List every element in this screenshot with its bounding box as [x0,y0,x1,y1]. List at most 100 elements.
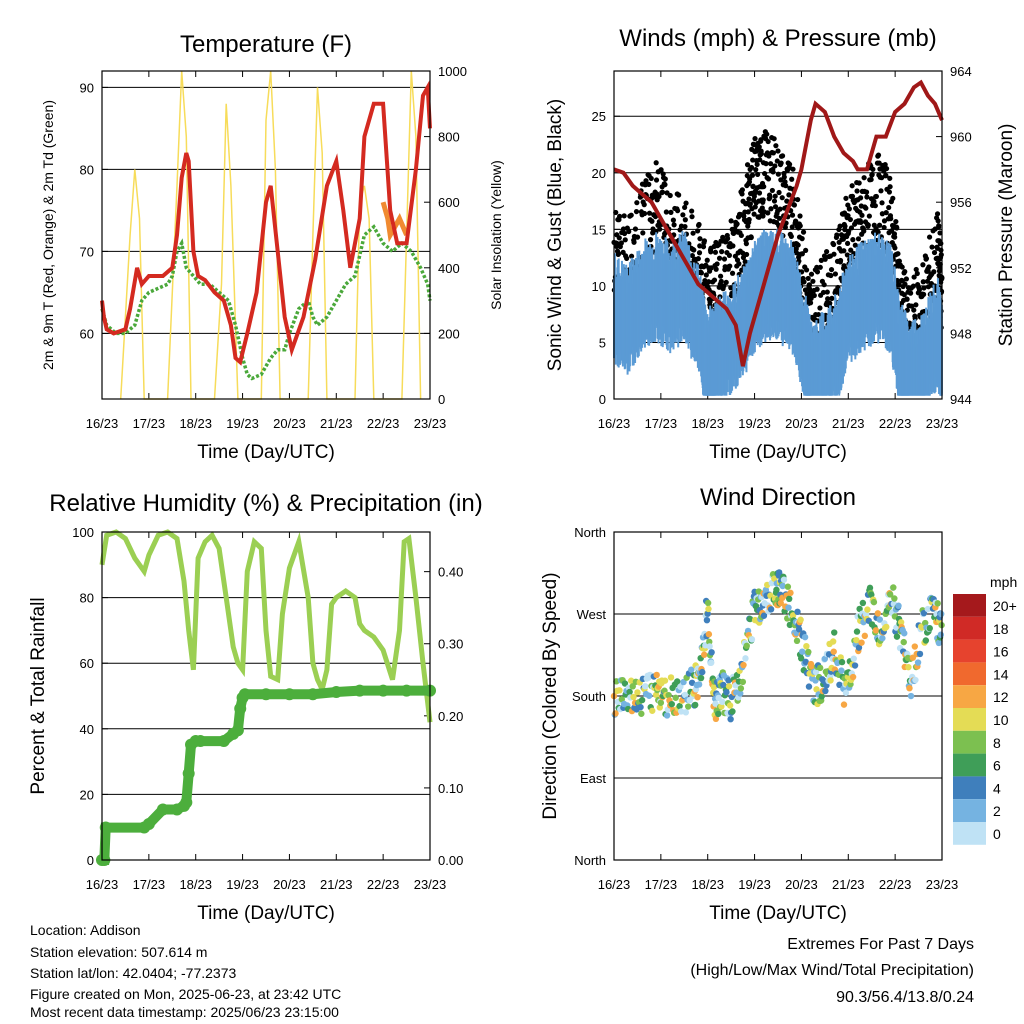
gust-point [626,228,632,235]
gust-point [881,224,887,231]
gust-point [899,264,905,270]
rh-line [99,529,433,723]
gust-point [934,211,941,217]
gust-point [797,223,803,229]
gust-point [671,222,677,228]
footer-elevation: Station elevation: 507.614 m [30,944,208,960]
winds-xtick-label: 23/23 [926,416,959,431]
direction-point [688,666,695,673]
gust-point [882,162,888,168]
direction-point [785,595,793,603]
precip-point [156,803,169,816]
gust-point [829,295,835,301]
gust-point [789,176,795,182]
temperature-ytick-right-label: 1000 [438,64,467,79]
direction-point [876,616,883,623]
precip-point [142,817,155,830]
gust-point [720,234,726,240]
gust-point [938,252,944,258]
gust-point [846,206,852,212]
gust-point [628,212,634,218]
gust-point [908,290,914,296]
gust-point [859,212,865,218]
gust-point [734,221,740,227]
gust-point [883,210,889,216]
gust-point [653,160,659,166]
humidity-xlabel: Time (Day/UTC) [197,903,335,924]
direction-point [667,674,675,681]
footer-location: Location: Addison [30,922,141,938]
gust-point [788,233,794,240]
gust-point [633,208,640,215]
direction-point [795,626,803,633]
direction-point [893,633,901,640]
direction-point [808,663,815,670]
direction-xtick-label: 20/23 [785,877,818,892]
gust-point [893,218,899,225]
gust-point [895,251,901,257]
precip-point [283,688,296,701]
gust-point [772,204,779,210]
direction-point [872,627,880,634]
direction-point [618,696,626,703]
gust-point [757,157,763,163]
gust-point [872,203,878,209]
temperature-ytick-label: 60 [80,326,94,341]
direction-point [789,612,797,619]
gust-point [863,205,869,211]
gust-point [761,183,767,190]
direction-point [725,677,732,684]
direction-point [830,648,837,655]
direction-point [715,710,722,718]
gust-point [817,264,823,270]
gust-point [658,167,664,173]
direction-point [864,606,871,613]
direction-point [779,582,786,590]
gust-point [799,251,805,257]
gust-point [622,237,628,243]
gust-point [670,217,676,223]
gust-point [634,200,640,206]
gust-point [682,223,688,230]
winds-xtick-label: 21/23 [832,416,865,431]
precip-point [353,684,366,697]
direction-point [694,693,701,701]
gust-point [810,278,816,284]
gust-point [795,196,801,203]
gust-point [806,282,812,288]
gust-point [879,200,885,206]
temperature-xtick-label: 20/23 [273,416,306,431]
legend-label: 18 [993,621,1009,637]
gust-point [758,151,764,157]
gust-point [767,194,773,200]
gust-point [689,208,695,214]
gust-point [713,266,719,272]
direction-point [706,638,713,646]
direction-point [697,674,705,682]
gust-point [634,234,641,240]
gust-point [848,225,855,231]
direction-point [677,683,684,690]
direction-point [794,608,801,616]
gust-point [649,218,655,224]
direction-point [926,625,933,632]
gust-point [844,252,850,258]
direction-point [859,599,867,607]
gust-point [857,195,864,201]
direction-point [912,676,919,684]
gust-point [909,303,915,309]
gust-point [700,244,707,250]
gust-point [775,171,781,177]
gust-point [618,240,624,246]
direction-title: Wind Direction [700,484,856,511]
precip-point [99,821,112,834]
legend-title: mph [990,574,1017,590]
legend-label: 10 [993,712,1009,728]
direction-point [737,685,745,692]
humidity-xtick-label: 21/23 [320,877,353,892]
gust-point [695,256,701,262]
direction-point [818,693,825,700]
gust-point [689,252,695,259]
direction-point [638,710,645,717]
